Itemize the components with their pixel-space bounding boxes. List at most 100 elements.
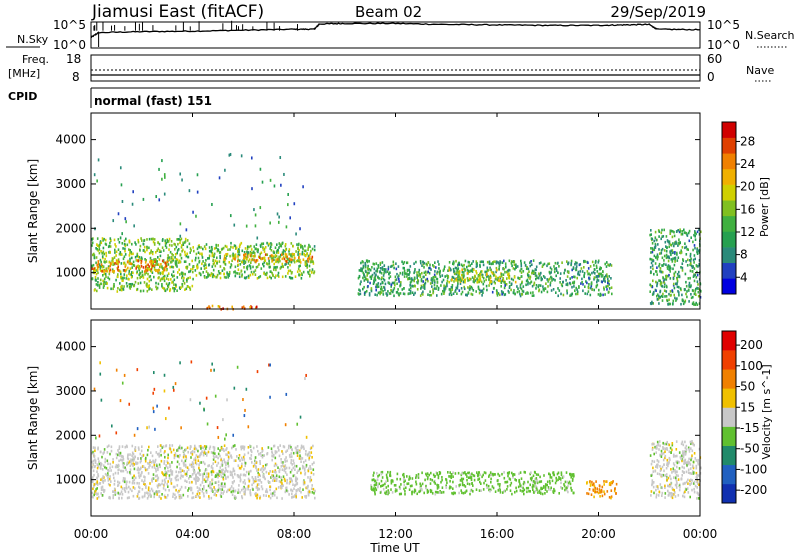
data-cell [186,470,188,474]
data-cell [249,265,252,268]
data-cell [680,288,682,292]
data-cell [503,471,505,474]
data-cell [159,448,162,452]
data-cell [489,280,492,283]
data-cell [597,261,600,264]
data-cell [97,158,100,162]
data-cell [288,252,290,256]
data-cell [689,254,692,258]
data-cell [382,290,384,293]
data-cell [673,274,676,277]
data-cell [198,445,201,448]
data-cell [487,484,490,488]
data-cell [393,266,395,270]
data-cell [655,289,657,292]
data-cell [653,254,656,258]
data-cell [700,230,702,234]
data-cell [655,280,657,284]
data-cell [689,269,692,273]
data-cell [218,260,221,263]
data-cell [255,494,257,498]
data-cell [603,480,605,483]
data-cell [521,280,523,284]
data-cell [297,488,299,491]
data-cell [672,242,674,245]
data-cell [411,477,414,480]
data-cell [189,463,191,467]
data-cell [141,479,143,482]
data-cell [535,274,538,278]
data-cell [407,482,410,485]
data-cell [694,231,696,235]
data-cell [237,253,240,256]
data-cell [182,455,185,459]
data-cell [374,278,377,282]
noise-plot [90,20,701,47]
data-cell [159,254,162,258]
data-cell [301,250,304,254]
data-cell [155,263,157,266]
data-cell [262,494,265,497]
data-cell [495,275,497,279]
data-cell [93,465,96,469]
data-cell [285,260,288,263]
data-cell [265,470,268,474]
data-cell [275,487,278,491]
data-cell [473,280,476,284]
data-cell [190,445,192,449]
data-cell [93,473,95,477]
data-cell [121,279,123,282]
data-cell [672,302,674,306]
data-cell [215,243,217,247]
data-cell [124,217,127,221]
data-cell [274,476,276,479]
data-cell [696,486,698,489]
data-cell [264,259,267,262]
data-cell [191,462,194,465]
data-cell [250,454,253,457]
data-cell [681,232,684,236]
data-cell [312,473,315,476]
data-cell [132,284,135,288]
data-cell [413,293,415,296]
data-cell [478,280,480,284]
data-cell [571,276,573,279]
data-cell [99,265,101,268]
data-cell [129,453,131,456]
data-cell [258,453,260,456]
data-cell [120,490,123,493]
data-cell [311,462,314,466]
data-cell [200,447,202,450]
data-cell [280,244,283,248]
data-cell [101,265,104,269]
data-cell [543,485,545,489]
data-cell [413,284,416,288]
data-cell [572,473,575,476]
data-cell [115,260,118,264]
data-cell [187,276,189,280]
data-cell [436,484,439,488]
data-cell [686,264,689,267]
data-cell [456,287,459,290]
data-cell [144,273,146,276]
data-cell [651,250,654,254]
data-cell [571,285,573,289]
data-cell [564,269,566,272]
data-cell [311,268,314,271]
data-cell [251,187,253,191]
data-cell [119,451,122,455]
data-cell [210,470,213,474]
data-cell [175,488,177,492]
data-cell [461,270,464,274]
data-cell [558,289,561,292]
data-cell [653,246,656,249]
data-cell [139,452,142,456]
data-cell [169,289,171,293]
data-cell [247,446,250,449]
data-cell [185,457,188,460]
data-cell [462,491,465,495]
data-cell [152,473,155,476]
data-cell [479,260,482,264]
data-cell [659,279,661,283]
